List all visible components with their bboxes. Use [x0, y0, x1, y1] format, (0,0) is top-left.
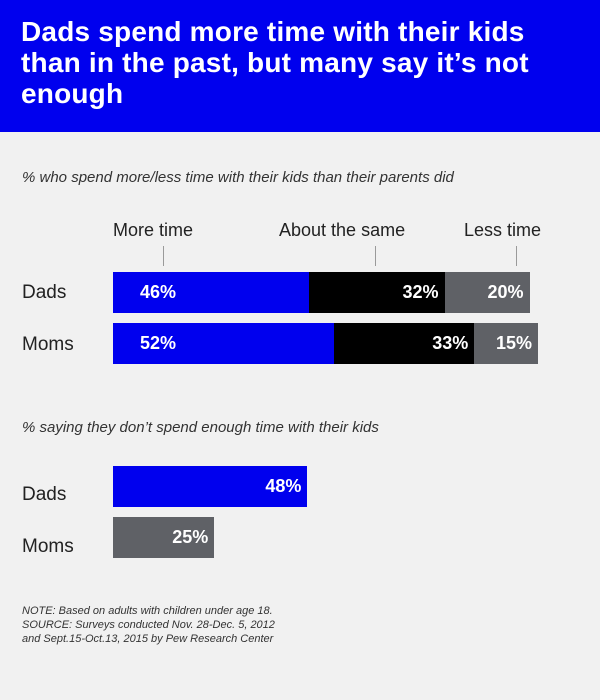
bar-value-label: 33%	[432, 333, 469, 353]
chart-title: Dads spend more time with their kids tha…	[21, 16, 529, 109]
bar-value-label: 48%	[265, 476, 302, 496]
bar-value-label: 15%	[495, 333, 532, 353]
row-label-moms-2: Moms	[22, 536, 74, 557]
legend-less-time: Less time	[464, 220, 542, 240]
legend-tick-about-same	[375, 246, 376, 266]
bar-moms-more-time: 52%	[113, 323, 334, 364]
bar-value-label: 52%	[140, 333, 177, 353]
legend-more-time: More time	[113, 220, 194, 240]
note-line: NOTE: Based on adults with children unde…	[22, 605, 273, 617]
bar-dads-about-same: 32%	[308, 272, 445, 313]
source-line-2: and Sept.15-Oct.13, 2015 by Pew Research…	[22, 633, 274, 645]
chart-2-subtitle: % saying they don’t spend enough time wi…	[22, 419, 379, 436]
chart-1-subtitle: % who spend more/less time with their ki…	[22, 169, 454, 186]
bar-moms-less-time: 15%	[474, 323, 538, 364]
legend-tick-more-time	[163, 246, 164, 266]
bar-value-label: 32%	[402, 282, 439, 302]
bar-not-enough-moms: 25%	[113, 517, 215, 558]
legend-about-same: About the same	[279, 220, 406, 240]
row-label-dads: Dads	[22, 282, 67, 303]
source-line: SOURCE: Surveys conducted Nov. 28-Dec. 5…	[22, 619, 275, 631]
bar-value-label: 20%	[487, 282, 524, 302]
bar-dads-more-time: 46%	[113, 272, 309, 313]
bar-not-enough-dads: 48%	[113, 466, 308, 507]
bar-moms-about-same: 33%	[334, 323, 475, 364]
row-label-moms: Moms	[22, 334, 74, 355]
bar-value-label: 46%	[140, 282, 177, 302]
bar-dads-less-time: 20%	[444, 272, 530, 313]
legend-tick-less-time	[516, 246, 517, 266]
source-note: NOTE: Based on adults with children unde…	[22, 604, 275, 646]
title-banner: Dads spend more time with their kids tha…	[0, 0, 600, 132]
bar-value-label: 25%	[172, 527, 209, 547]
row-label-dads-2: Dads	[22, 484, 67, 505]
